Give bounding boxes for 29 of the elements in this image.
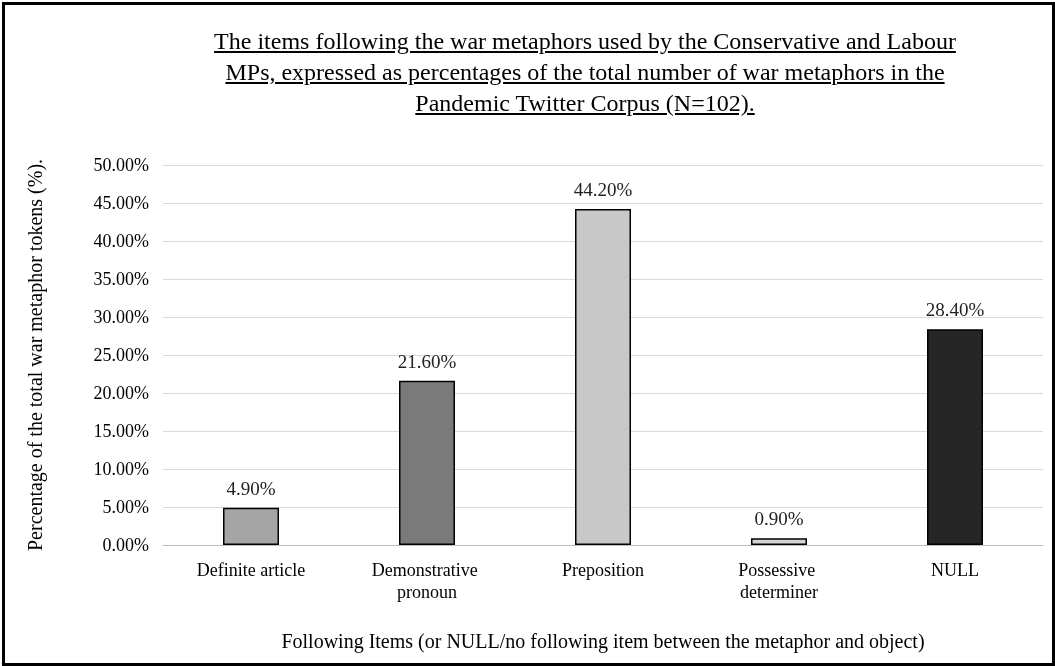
bar xyxy=(751,538,807,545)
data-label: 0.90% xyxy=(754,508,804,530)
data-label: 44.20% xyxy=(573,179,633,201)
y-tick-label: 25.00% xyxy=(93,345,149,365)
y-tick-label: 15.00% xyxy=(93,421,149,441)
bar xyxy=(223,507,279,545)
x-tick-label: Preposition xyxy=(561,560,645,580)
data-label: 21.60% xyxy=(397,350,457,372)
y-tick-label: 35.00% xyxy=(93,269,149,289)
bar xyxy=(927,329,983,545)
data-label: 28.40% xyxy=(925,299,985,321)
x-tick-label: Possessive determiner xyxy=(738,560,820,602)
y-axis-title: Percentage of the total war metaphor tokens (%). xyxy=(24,158,47,552)
y-tick-label: 40.00% xyxy=(93,231,149,251)
x-tick-label: Demonstrative pronoun xyxy=(371,560,483,602)
bar xyxy=(399,380,455,545)
x-tick-label: Definite article xyxy=(196,560,306,580)
x-tick-label: NULL xyxy=(931,560,979,580)
y-tick-label: 45.00% xyxy=(93,193,149,213)
bar xyxy=(575,209,631,545)
y-tick-label: 30.00% xyxy=(93,307,149,327)
y-tick-label: 0.00% xyxy=(102,535,149,555)
y-tick-label: 20.00% xyxy=(93,383,149,403)
data-label: 4.90% xyxy=(226,477,276,499)
chart-title: The items following the war metaphors used by the Conservative and Labour MPs, expressed as percentages of the total number of war metaphors in the Pandemic Twitter Corpus (N=102). xyxy=(213,27,957,118)
y-tick-label: 5.00% xyxy=(102,497,149,517)
y-tick-label: 10.00% xyxy=(93,459,149,479)
y-tick-label: 50.00% xyxy=(93,155,149,175)
x-axis-title: Following Items (or NULL/no following item between the metaphor and object) xyxy=(281,630,925,653)
